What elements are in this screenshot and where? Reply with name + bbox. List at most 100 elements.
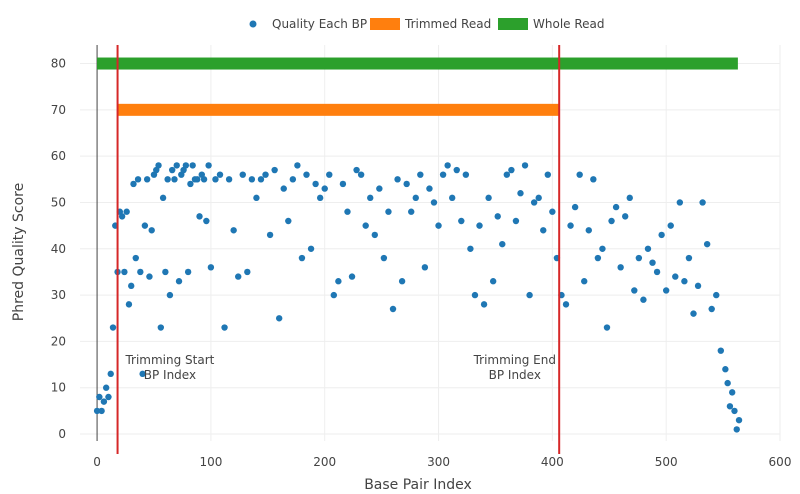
quality-point[interactable] (367, 194, 374, 202)
quality-point[interactable] (225, 176, 233, 183)
quality-point[interactable] (139, 370, 146, 378)
quality-point[interactable] (257, 176, 265, 183)
quality-point[interactable] (203, 217, 210, 225)
legend-item-quality[interactable]: Quality Each BP (249, 17, 368, 31)
quality-point[interactable] (353, 166, 360, 174)
quality-point[interactable] (448, 194, 456, 202)
quality-point[interactable] (132, 254, 139, 262)
quality-point[interactable] (96, 393, 103, 401)
quality-point[interactable] (216, 171, 224, 178)
quality-point[interactable] (612, 203, 620, 211)
quality-point[interactable] (330, 291, 338, 299)
quality-point[interactable] (321, 185, 328, 192)
quality-point[interactable] (467, 245, 474, 252)
quality-point[interactable] (462, 171, 470, 178)
quality-point[interactable] (98, 407, 105, 415)
quality-point[interactable] (658, 231, 665, 239)
quality-point[interactable] (376, 185, 383, 192)
quality-point[interactable] (312, 180, 319, 188)
quality-point[interactable] (166, 291, 174, 299)
quality-point[interactable] (189, 162, 196, 169)
quality-point[interactable] (435, 222, 442, 229)
quality-point[interactable] (102, 384, 110, 391)
quality-point[interactable] (576, 171, 583, 178)
quality-point[interactable] (168, 166, 176, 174)
quality-point[interactable] (175, 278, 183, 285)
quality-point[interactable] (100, 398, 108, 405)
quality-point[interactable] (494, 213, 501, 220)
quality-point[interactable] (476, 222, 483, 229)
quality-point[interactable] (499, 240, 506, 248)
quality-point[interactable] (339, 180, 347, 188)
quality-point[interactable] (348, 273, 356, 280)
quality-point[interactable] (105, 393, 112, 401)
quality-point[interactable] (458, 217, 465, 225)
quality-point[interactable] (371, 231, 378, 239)
quality-point[interactable] (173, 162, 180, 169)
quality-point[interactable] (285, 217, 292, 225)
quality-point[interactable] (389, 305, 397, 313)
quality-point[interactable] (453, 166, 460, 174)
quality-point[interactable] (653, 268, 661, 276)
quality-point[interactable] (662, 287, 670, 294)
quality-point[interactable] (230, 227, 237, 234)
quality-point[interactable] (398, 278, 406, 285)
quality-point[interactable] (421, 264, 429, 271)
quality-point[interactable] (380, 254, 388, 262)
quality-point[interactable] (182, 162, 190, 169)
legend-item-trimmed[interactable]: Trimmed Read (370, 17, 491, 31)
quality-point[interactable] (626, 194, 633, 202)
quality-point[interactable] (235, 273, 242, 280)
quality-point[interactable] (335, 278, 342, 285)
quality-point[interactable] (244, 268, 251, 276)
quality-point[interactable] (503, 171, 511, 178)
quality-point[interactable] (394, 176, 401, 183)
quality-point[interactable] (617, 264, 624, 271)
quality-point[interactable] (585, 227, 592, 234)
quality-point[interactable] (594, 254, 602, 262)
quality-point[interactable] (694, 282, 702, 290)
quality-point[interactable] (439, 171, 447, 178)
quality-point[interactable] (128, 282, 135, 290)
quality-point[interactable] (141, 222, 149, 229)
quality-point[interactable] (733, 426, 740, 433)
quality-point[interactable] (403, 180, 410, 188)
quality-point[interactable] (184, 268, 192, 276)
quality-point[interactable] (130, 180, 137, 188)
quality-point[interactable] (148, 227, 155, 234)
quality-point[interactable] (690, 310, 697, 317)
quality-point[interactable] (171, 176, 178, 183)
quality-point[interactable] (508, 166, 515, 174)
quality-point[interactable] (728, 389, 736, 396)
quality-point[interactable] (123, 208, 130, 215)
quality-point[interactable] (667, 222, 674, 229)
quality-point[interactable] (549, 208, 556, 215)
quality-point[interactable] (271, 166, 278, 174)
quality-point[interactable] (157, 324, 165, 331)
quality-point[interactable] (512, 217, 520, 225)
quality-point[interactable] (326, 171, 333, 178)
quality-point[interactable] (205, 162, 212, 169)
quality-point[interactable] (571, 203, 579, 211)
quality-point[interactable] (385, 208, 392, 215)
quality-point[interactable] (567, 222, 574, 229)
quality-point[interactable] (644, 245, 652, 252)
quality-point[interactable] (200, 176, 208, 183)
quality-point[interactable] (489, 278, 497, 285)
quality-point[interactable] (362, 222, 369, 229)
quality-point[interactable] (357, 171, 365, 178)
quality-point[interactable] (590, 176, 597, 183)
quality-point[interactable] (107, 370, 114, 378)
quality-point[interactable] (635, 254, 643, 262)
quality-point[interactable] (631, 287, 638, 294)
quality-point[interactable] (444, 162, 451, 169)
quality-point[interactable] (535, 194, 542, 202)
quality-point[interactable] (726, 403, 734, 410)
quality-point[interactable] (194, 176, 201, 183)
quality-point[interactable] (280, 185, 287, 192)
quality-point[interactable] (526, 291, 533, 299)
quality-point[interactable] (93, 407, 101, 415)
quality-point[interactable] (155, 162, 162, 169)
quality-point[interactable] (517, 190, 524, 197)
quality-point[interactable] (681, 278, 688, 285)
